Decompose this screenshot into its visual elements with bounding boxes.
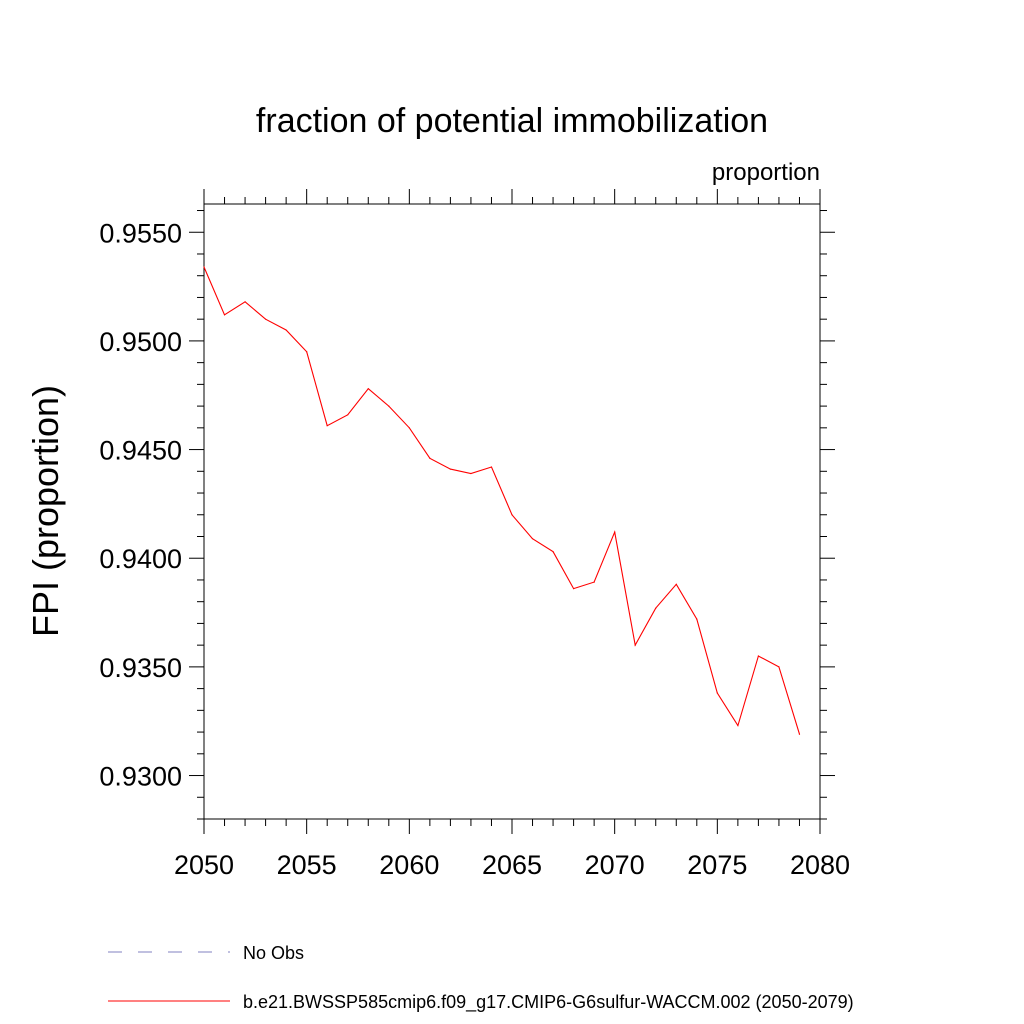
data-point <box>696 618 698 620</box>
y-axis-label: FPI (proportion) <box>25 385 66 637</box>
axis-ticks <box>189 189 835 834</box>
x-axis-tick-labels: 2050 2055 2060 2065 2070 2075 2080 <box>174 850 850 880</box>
data-point <box>490 466 493 468</box>
data-point <box>388 405 390 407</box>
data-point <box>737 724 739 727</box>
x-tick-label: 2055 <box>277 850 337 880</box>
data-point <box>552 551 554 553</box>
data-point <box>531 538 534 540</box>
x-tick-label: 2075 <box>687 850 747 880</box>
x-tick-label: 2050 <box>174 850 234 880</box>
y-tick-label: 0.9350 <box>99 653 182 683</box>
y-tick-label: 0.9550 <box>99 218 182 248</box>
data-point <box>798 733 801 735</box>
y-axis-tick-labels: 0.9300 0.9350 0.9400 0.9450 0.9500 0.9550 <box>99 218 182 791</box>
data-point <box>326 425 328 427</box>
data-point <box>655 607 657 609</box>
y-tick-label: 0.9450 <box>99 436 182 466</box>
x-tick-label: 2065 <box>482 850 542 880</box>
data-point <box>285 329 287 331</box>
data-point <box>593 581 595 583</box>
y-tick-label: 0.9300 <box>99 762 182 792</box>
data-point <box>778 666 780 668</box>
data-point <box>306 351 308 353</box>
legend-label: b.e21.BWSSP585cmip6.f09_g17.CMIP6-G6sulf… <box>243 992 854 1013</box>
legend-label: No Obs <box>243 943 304 963</box>
data-point <box>408 427 410 429</box>
x-tick-label: 2080 <box>790 850 850 880</box>
data-point <box>634 644 636 646</box>
data-point <box>716 692 718 694</box>
data-point <box>265 318 267 320</box>
data-point <box>675 583 677 585</box>
data-point <box>203 266 205 268</box>
y-tick-label: 0.9500 <box>99 327 182 357</box>
data-point <box>244 301 246 303</box>
data-point <box>347 414 349 416</box>
legend: No Obs b.e21.BWSSP585cmip6.f09_g17.CMIP6-… <box>108 943 854 1013</box>
series-lines <box>203 266 801 735</box>
data-point <box>573 588 575 590</box>
data-point <box>429 457 431 459</box>
x-tick-label: 2070 <box>585 850 645 880</box>
data-point <box>223 314 226 316</box>
data-point <box>449 468 451 470</box>
plot-frame <box>203 203 821 820</box>
chart-units-label: proportion <box>712 159 820 186</box>
x-tick-label: 2060 <box>379 850 439 880</box>
series-line <box>203 266 801 735</box>
data-point <box>757 655 760 657</box>
chart-title: fraction of potential immobilization <box>256 102 768 140</box>
data-point <box>367 388 369 390</box>
data-point <box>614 531 616 533</box>
data-point <box>511 514 513 516</box>
plot-area <box>203 203 821 820</box>
y-tick-label: 0.9400 <box>99 544 182 574</box>
data-point <box>470 472 472 475</box>
